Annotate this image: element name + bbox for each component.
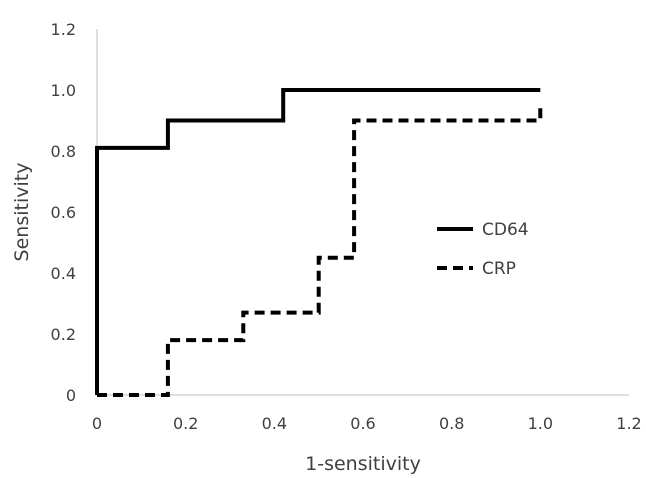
y-tick-label: 0.4 (51, 264, 76, 283)
y-tick-label: 1.0 (51, 81, 76, 100)
series-layer (95, 88, 543, 397)
x-tick-label: 1.0 (528, 414, 553, 433)
x-tick-label: 0 (92, 414, 102, 433)
y-tick-label: 0 (66, 386, 76, 405)
x-axis-title: 1-sensitivity (305, 453, 421, 475)
x-tick-label: 1.2 (616, 414, 641, 433)
x-tick-label: 0.8 (439, 414, 464, 433)
x-tick-label: 0.2 (173, 414, 198, 433)
legend-label-crp: CRP (482, 259, 516, 279)
y-tick-label: 0.2 (51, 325, 76, 344)
legend: CD64 CRP (437, 220, 529, 279)
y-axis-title: Sensitivity (11, 163, 33, 262)
y-tick-labels: 0 0.2 0.4 0.6 0.8 1.0 1.2 (51, 20, 76, 405)
y-tick-label: 1.2 (51, 20, 76, 39)
series-line-cd64 (95, 88, 541, 395)
legend-label-cd64: CD64 (482, 220, 529, 240)
x-tick-label: 0.4 (262, 414, 287, 433)
y-tick-label: 0.6 (51, 203, 76, 222)
y-tick-label: 0.8 (51, 142, 76, 161)
series-line-crp (97, 102, 543, 397)
x-tick-labels: 0 0.2 0.4 0.6 0.8 1.0 1.2 (92, 414, 642, 433)
x-tick-label: 0.6 (350, 414, 375, 433)
